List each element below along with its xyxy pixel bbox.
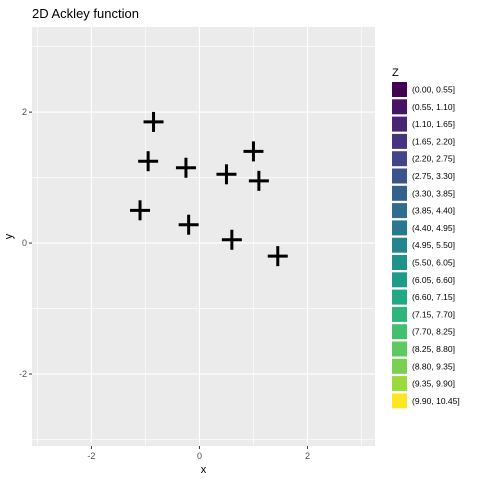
legend-swatch [392,376,407,392]
legend-item-2: (1.10, 1.65] [392,116,455,132]
legend-item-15: (8.25, 8.80] [392,341,455,357]
legend-item-18: (9.90, 10.45] [392,393,460,409]
legend-swatch [392,82,407,97]
y-axis-ticks: -2 0 2 [19,107,32,379]
data-point-0 [143,111,164,132]
legend-label: (7.70, 8.25] [412,327,455,337]
data-point-1 [138,151,159,172]
data-point-8 [221,229,242,250]
legend-label: (7.15, 7.70] [412,309,455,319]
legend-swatch [392,151,407,167]
legend-swatch [392,116,407,132]
legend-item-10: (5.50, 6.05] [392,255,455,270]
legend-label: (2.75, 3.30] [412,171,455,181]
y-axis-title: y [3,233,15,239]
legend-swatch [392,185,407,201]
legend-label: (4.95, 5.50] [412,240,455,250]
legend-item-17: (9.35, 9.90] [392,376,455,392]
y-tick-label-1: 0 [22,238,27,248]
data-point-7 [178,214,199,235]
legend-item-8: (4.40, 4.95] [392,220,455,236]
legend-item-13: (7.15, 7.70] [392,306,455,322]
legend-swatch [392,237,407,253]
legend-swatch [392,220,407,236]
legend-swatch [392,289,407,305]
legend-label: (6.60, 7.15] [412,292,455,302]
x-tick-label-2: 2 [305,451,310,461]
legend-label: (8.25, 8.80] [412,344,455,354]
data-point-4 [243,141,264,162]
x-axis-title: x [201,464,207,476]
data-point-9 [267,246,288,267]
x-tick-label-1: 0 [197,451,202,461]
x-tick-label-0: -2 [87,451,95,461]
legend-swatch [392,358,407,374]
legend-swatch [392,272,407,288]
legend-swatch [392,133,407,149]
legend-label: (1.10, 1.65] [412,119,455,129]
data-point-2 [175,157,196,178]
legend-item-14: (7.70, 8.25] [392,324,455,340]
legend-item-7: (3.85, 4.40] [392,203,455,219]
legend-label: (6.05, 6.60] [412,275,455,285]
x-axis-ticks: -2 0 2 [87,446,310,461]
legend-label: (8.80, 9.35] [412,361,455,371]
legend-label: (5.50, 6.05] [412,258,455,268]
legend-swatch [392,306,407,322]
chart-title: 2D Ackley function [32,6,139,21]
legend-label: (3.30, 3.85] [412,188,455,198]
legend-item-3: (1.65, 2.20] [392,133,455,149]
legend: Z (0.00, 0.55] (0.55, 1.10] (1.10, 1.65] (1… [392,67,460,409]
legend-label: (1.65, 2.20] [412,136,455,146]
legend-item-6: (3.30, 3.85] [392,185,455,201]
legend-item-9: (4.95, 5.50] [392,237,455,253]
legend-swatch [392,99,407,115]
legend-label: (9.35, 9.90] [412,379,455,389]
legend-item-16: (8.80, 9.35] [392,358,455,374]
legend-swatch [392,393,407,409]
legend-label: (9.90, 10.45] [412,396,460,406]
legend-label: (0.55, 1.10] [412,102,455,112]
grid-lines [32,27,375,446]
legend-item-1: (0.55, 1.10] [392,99,455,115]
legend-item-12: (6.60, 7.15] [392,289,455,305]
data-point-6 [130,200,151,221]
legend-label: (2.20, 2.75] [412,154,455,164]
data-point-3 [216,164,237,185]
legend-swatch [392,168,407,184]
y-tick-label-2: 2 [22,107,27,117]
legend-label: (4.40, 4.95] [412,223,455,233]
y-tick-label-0: -2 [19,369,27,379]
legend-items: (0.00, 0.55] (0.55, 1.10] (1.10, 1.65] (1.6… [392,82,460,409]
legend-item-5: (2.75, 3.30] [392,168,455,184]
legend-swatch [392,341,407,357]
legend-swatch [392,203,407,219]
legend-swatch [392,255,407,270]
legend-item-0: (0.00, 0.55] [392,82,455,97]
legend-item-4: (2.20, 2.75] [392,151,455,167]
legend-item-11: (6.05, 6.60] [392,272,455,288]
legend-swatch [392,324,407,340]
legend-title: Z [392,67,399,79]
data-points [130,111,288,267]
data-point-5 [248,170,269,191]
legend-label: (3.85, 4.40] [412,206,455,216]
plot-panel [32,27,375,446]
legend-label: (0.00, 0.55] [412,85,455,95]
